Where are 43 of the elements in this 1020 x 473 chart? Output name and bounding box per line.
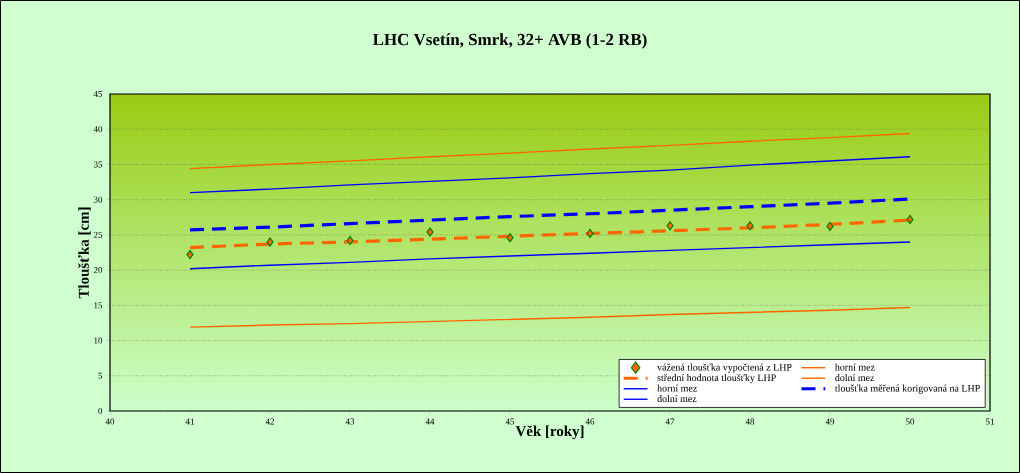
y-tick-label: 5 xyxy=(98,372,103,379)
legend-label: vážená tloušťka vypočtená z LHP xyxy=(657,363,792,373)
legend-label: horní mez xyxy=(657,384,697,392)
point xyxy=(346,235,354,246)
y-tick-label: 20 xyxy=(93,267,103,274)
x-tick-label: 44 xyxy=(425,418,435,425)
x-tick-label: 40 xyxy=(105,418,115,425)
y-tick-label: 15 xyxy=(94,302,103,309)
y-tick-label: 40 xyxy=(93,126,103,133)
x-tick-label: 43 xyxy=(345,418,355,425)
x-tick-label: 49 xyxy=(825,418,835,425)
y-tick-label: 30 xyxy=(93,196,103,203)
x-tick-label: 48 xyxy=(745,418,755,425)
legend-label: dolní mez xyxy=(835,374,875,382)
point xyxy=(586,228,594,239)
y-tick-label: 25 xyxy=(93,231,103,238)
y-axis-title: Tloušťka [cm] xyxy=(78,207,91,299)
x-tick-label: 46 xyxy=(585,418,595,425)
legend-label: dolní mez xyxy=(657,395,697,403)
point xyxy=(186,250,194,260)
point xyxy=(666,221,674,231)
legend-label: tloušťka měřená korigovaná na LHP xyxy=(834,384,980,394)
point xyxy=(506,233,514,243)
point xyxy=(746,221,754,231)
x-tick-label: 41 xyxy=(185,418,194,425)
x-axis-title: Věk [roky] xyxy=(515,425,584,440)
x-tick-label: 51 xyxy=(986,418,994,425)
point xyxy=(426,227,434,237)
point xyxy=(906,214,914,224)
line-series xyxy=(189,132,911,170)
chart-title: LHC Vsetín, Smrk, 32+ AVB (1-2 RB) xyxy=(372,33,647,49)
x-tick-label: 47 xyxy=(665,418,675,425)
x-tick-label: 50 xyxy=(906,418,915,425)
legend-label: horní mez xyxy=(834,363,875,371)
x-tick-label: 42 xyxy=(265,418,274,425)
y-tick-label: 10 xyxy=(94,337,103,344)
point xyxy=(266,237,274,247)
y-tick-label: 45 xyxy=(93,91,103,97)
legend-label: střední hodnota tloušťky LHP xyxy=(657,373,776,384)
y-tick-label: 0 xyxy=(98,407,103,415)
x-tick-label: 45 xyxy=(505,418,515,425)
point xyxy=(826,221,834,232)
y-tick-label: 35 xyxy=(93,161,103,168)
